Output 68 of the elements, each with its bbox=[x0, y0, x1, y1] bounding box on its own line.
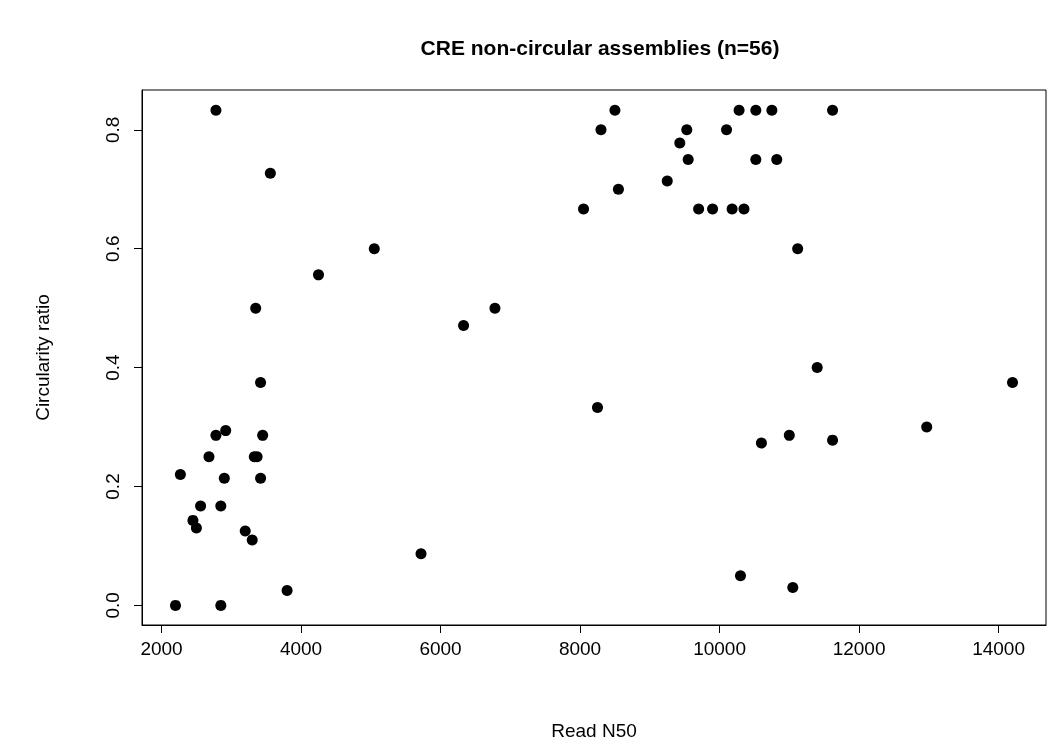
point bbox=[169, 599, 181, 611]
point bbox=[755, 437, 767, 449]
point bbox=[592, 401, 603, 413]
y-tick-label: 0.0 bbox=[102, 592, 123, 619]
chart-title: CRE non-circular assemblies (n=56) bbox=[420, 36, 780, 59]
point bbox=[203, 451, 215, 463]
point bbox=[264, 167, 276, 179]
point bbox=[811, 362, 823, 374]
point bbox=[210, 104, 222, 116]
point bbox=[458, 319, 470, 331]
point bbox=[255, 376, 267, 388]
point bbox=[255, 472, 267, 484]
point bbox=[190, 522, 202, 534]
point bbox=[250, 302, 262, 314]
point bbox=[415, 548, 427, 560]
point bbox=[595, 124, 607, 136]
x-tick-label: 14000 bbox=[972, 638, 1025, 659]
point bbox=[257, 429, 269, 441]
x-tick-label: 6000 bbox=[419, 638, 462, 659]
point bbox=[612, 183, 624, 195]
x-tick-label: 8000 bbox=[558, 638, 602, 659]
point bbox=[1007, 376, 1019, 388]
point bbox=[674, 137, 686, 149]
point bbox=[215, 599, 227, 611]
x-tick-label: 12000 bbox=[832, 638, 886, 659]
x-tick-label: 4000 bbox=[279, 638, 323, 659]
point bbox=[489, 302, 501, 314]
y-axis-title: Circularity ratio bbox=[32, 294, 53, 421]
point bbox=[734, 570, 746, 582]
point bbox=[707, 203, 719, 215]
point bbox=[771, 154, 783, 166]
point bbox=[693, 203, 705, 215]
point bbox=[368, 243, 380, 255]
x-tick-label: 2000 bbox=[140, 638, 183, 659]
x-axis-title: Read N50 bbox=[551, 720, 637, 741]
x-tick-label: 10000 bbox=[693, 638, 746, 659]
point bbox=[661, 175, 673, 187]
point bbox=[792, 243, 804, 255]
point bbox=[750, 104, 762, 116]
point bbox=[210, 429, 222, 441]
point bbox=[281, 585, 293, 597]
point bbox=[726, 203, 738, 215]
point bbox=[787, 582, 799, 594]
point bbox=[738, 203, 750, 215]
point bbox=[218, 472, 230, 484]
point bbox=[246, 534, 258, 546]
point bbox=[766, 104, 778, 116]
point bbox=[827, 434, 839, 446]
point bbox=[721, 124, 733, 136]
point bbox=[174, 469, 186, 481]
y-tick-label: 0.4 bbox=[102, 353, 123, 381]
point bbox=[578, 203, 590, 215]
point bbox=[312, 269, 324, 281]
point bbox=[682, 154, 694, 166]
point bbox=[609, 104, 621, 116]
point bbox=[215, 500, 227, 512]
point bbox=[681, 124, 693, 136]
point bbox=[239, 525, 251, 537]
point bbox=[750, 154, 762, 166]
y-tick-label: 0.6 bbox=[102, 235, 123, 262]
point bbox=[220, 425, 232, 437]
point bbox=[783, 429, 795, 441]
point bbox=[827, 104, 839, 116]
y-tick-label: 0.2 bbox=[102, 473, 123, 500]
point bbox=[921, 421, 933, 433]
point bbox=[195, 500, 207, 512]
y-tick-label: 0.8 bbox=[102, 116, 123, 144]
point bbox=[733, 104, 745, 116]
